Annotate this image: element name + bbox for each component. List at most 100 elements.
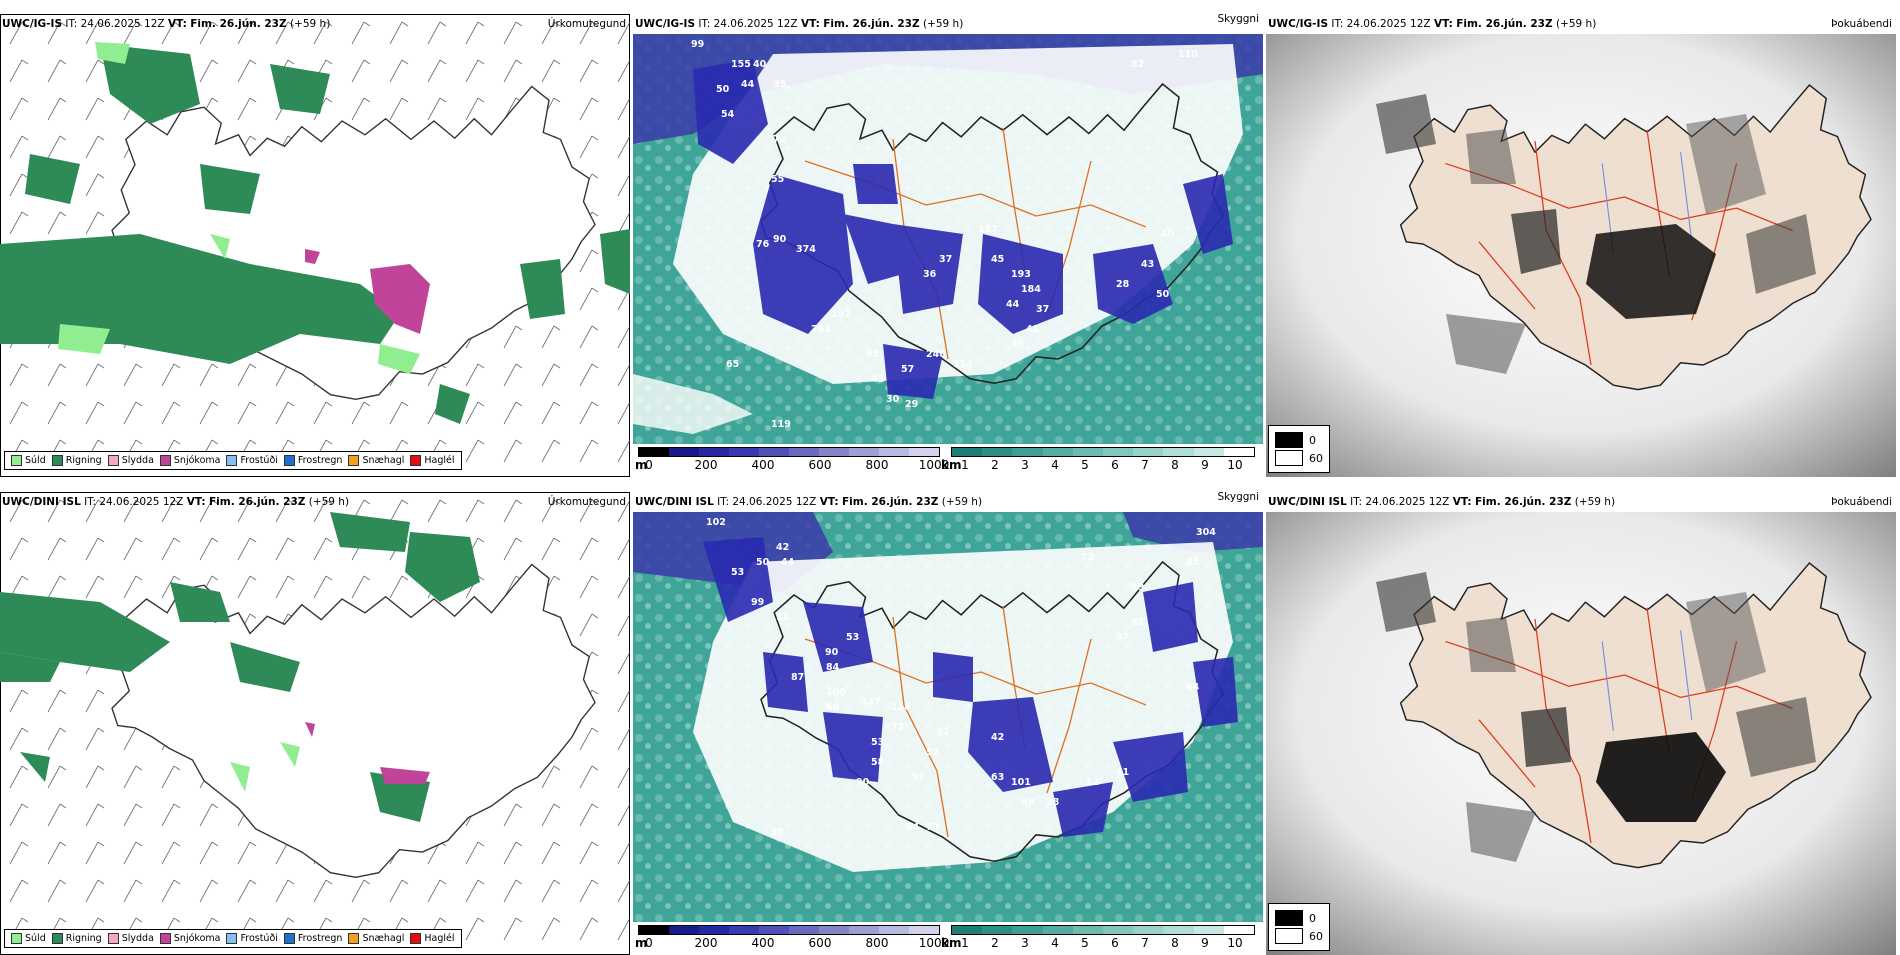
legend-swatch xyxy=(410,933,422,944)
low-vis-areas xyxy=(693,59,1233,399)
elevation-unit: m xyxy=(635,936,648,950)
legend-swatch xyxy=(159,933,171,944)
precip-panel-label: Úrkomutegund xyxy=(547,496,626,508)
elevation-tick: 600 xyxy=(808,936,832,950)
legend-item: Snæhagl xyxy=(348,933,404,944)
visibility-map: 102 304 42 50 44 53 99 11 53 90 84 87 10… xyxy=(633,512,1263,922)
elevation-tick: 0 xyxy=(645,458,653,472)
precip-panel-row1: UWC/IG-IS IT: 24.06.2025 12Z VT: Fim. 26… xyxy=(0,14,630,477)
value-label: 41 xyxy=(1116,767,1129,778)
value-label: 65 xyxy=(866,349,879,360)
value-label: 28 xyxy=(1116,279,1130,290)
visibility-tick: 2 xyxy=(991,936,999,950)
value-label: 50 xyxy=(756,557,770,568)
visibility-map: 99 110 155 40 44 50 35 54 72 55 76 90 37… xyxy=(633,34,1263,444)
value-label: 12 xyxy=(1086,777,1099,788)
panel-title: UWC/DINI ISL IT: 24.06.2025 12Z VT: Fim.… xyxy=(635,496,983,508)
value-label: 40 xyxy=(753,59,767,70)
value-label: 193 xyxy=(1011,269,1031,280)
value-label: 97 xyxy=(1116,632,1129,643)
drizzle-areas xyxy=(230,742,300,792)
value-label: 116 xyxy=(891,702,911,713)
value-label: 72 xyxy=(1081,552,1094,563)
visibility-tick: 3 xyxy=(1021,458,1029,472)
value-label: 155 xyxy=(731,59,751,70)
value-label: 41 xyxy=(1026,324,1039,335)
fog-legend-item: 0 xyxy=(1275,910,1323,926)
visibility-tick: 5 xyxy=(1081,458,1089,472)
legend-item: Haglél xyxy=(410,933,455,944)
value-label: 45 xyxy=(1011,339,1024,350)
value-label: 90 xyxy=(856,777,870,788)
value-label: 82 xyxy=(1131,59,1144,70)
elevation-tick: 1000 xyxy=(918,458,950,472)
visibility-tick: 4 xyxy=(1051,458,1059,472)
panel-title: UWC/IG-IS IT: 24.06.2025 12Z VT: Fim. 26… xyxy=(1268,18,1597,30)
elevation-tick: 400 xyxy=(751,936,775,950)
panel-title: UWC/DINI ISL IT: 24.06.2025 12Z VT: Fim.… xyxy=(2,496,350,508)
fog-panel-label: Þokuábendi xyxy=(1831,18,1892,30)
value-label: 52 xyxy=(926,747,939,758)
visibility-tick: 10 xyxy=(1227,458,1243,472)
elevation-tick: 800 xyxy=(865,458,889,472)
panel-title: UWC/DINI ISL IT: 24.06.2025 12Z VT: Fim.… xyxy=(1268,496,1616,508)
visibility-colorbar xyxy=(951,925,1255,935)
value-label: 30 xyxy=(886,394,900,405)
value-label: 102 xyxy=(706,517,726,528)
elevation-colorbar xyxy=(638,447,940,457)
value-label: 38 xyxy=(1046,797,1060,808)
value-label: 119 xyxy=(771,419,791,430)
precip-legend: Súld Rigning Slydda Snjókoma Frostúði Fr… xyxy=(4,929,462,948)
precip-map xyxy=(0,14,630,477)
visibility-tick: 1 xyxy=(961,458,969,472)
value-label: 54 xyxy=(721,109,735,120)
value-label: 44 xyxy=(781,557,795,568)
fog-legend: 0 60 xyxy=(1268,903,1330,951)
legend-swatch xyxy=(348,455,360,466)
value-label: 50 xyxy=(716,84,730,95)
precip-panel-label: Úrkomutegund xyxy=(547,18,626,30)
value-label: 29 xyxy=(905,399,918,410)
value-label: 291 xyxy=(811,324,831,335)
legend-item: Snjókoma xyxy=(159,933,220,944)
value-label: 98 xyxy=(771,827,785,838)
legend-item: Slydda xyxy=(107,933,154,944)
panel-title: UWC/IG-IS IT: 24.06.2025 12Z VT: Fim. 26… xyxy=(635,18,964,30)
fog-dark-areas xyxy=(1376,572,1816,862)
visibility-tick: 5 xyxy=(1081,936,1089,950)
value-label: 42 xyxy=(991,732,1004,743)
fog-legend-item: 60 xyxy=(1275,928,1323,944)
legend-item: Slydda xyxy=(107,455,154,466)
value-label: 37 xyxy=(1036,304,1049,315)
value-label: 58 xyxy=(871,757,885,768)
value-label: 100 xyxy=(826,687,846,698)
value-label: 57 xyxy=(911,772,924,783)
snow-areas xyxy=(305,249,430,334)
visibility-tick: 4 xyxy=(1051,936,1059,950)
value-label: 36 xyxy=(923,269,937,280)
legend-swatch xyxy=(159,455,171,466)
legend-swatch xyxy=(226,455,238,466)
value-label: 248 xyxy=(926,349,946,360)
value-label: 50 xyxy=(1156,289,1170,300)
value-label: 84 xyxy=(826,662,840,673)
value-label: 184 xyxy=(1021,284,1041,295)
legend-item: Súld xyxy=(11,933,46,944)
value-label: 304 xyxy=(1196,527,1216,538)
value-label: 37 xyxy=(939,254,952,265)
visibility-panel-row1: UWC/IG-IS IT: 24.06.2025 12Z VT: Fim. 26… xyxy=(633,14,1263,477)
value-label: 192 xyxy=(831,309,851,320)
visibility-tick: 8 xyxy=(1171,458,1179,472)
value-label: 72 xyxy=(891,722,904,733)
colorbars: m 0 200 400 600 800 1000 km 1 2 3 4 5 6 … xyxy=(633,445,1263,475)
legend-swatch xyxy=(348,933,360,944)
panel-title: UWC/IG-IS IT: 24.06.2025 12Z VT: Fim. 26… xyxy=(2,18,331,30)
value-label: 11 xyxy=(776,612,789,623)
precip-panel-row2: UWC/DINI ISL IT: 24.06.2025 12Z VT: Fim.… xyxy=(0,492,630,955)
value-label: 127 xyxy=(978,224,998,235)
value-label: 63 xyxy=(991,772,1004,783)
fog-dark-areas xyxy=(1376,94,1816,374)
colorbars: m 0 200 400 600 800 1000 km 1 2 3 4 5 6 … xyxy=(633,923,1263,953)
value-label: 68 xyxy=(1021,797,1035,808)
legend-swatch xyxy=(11,455,22,466)
